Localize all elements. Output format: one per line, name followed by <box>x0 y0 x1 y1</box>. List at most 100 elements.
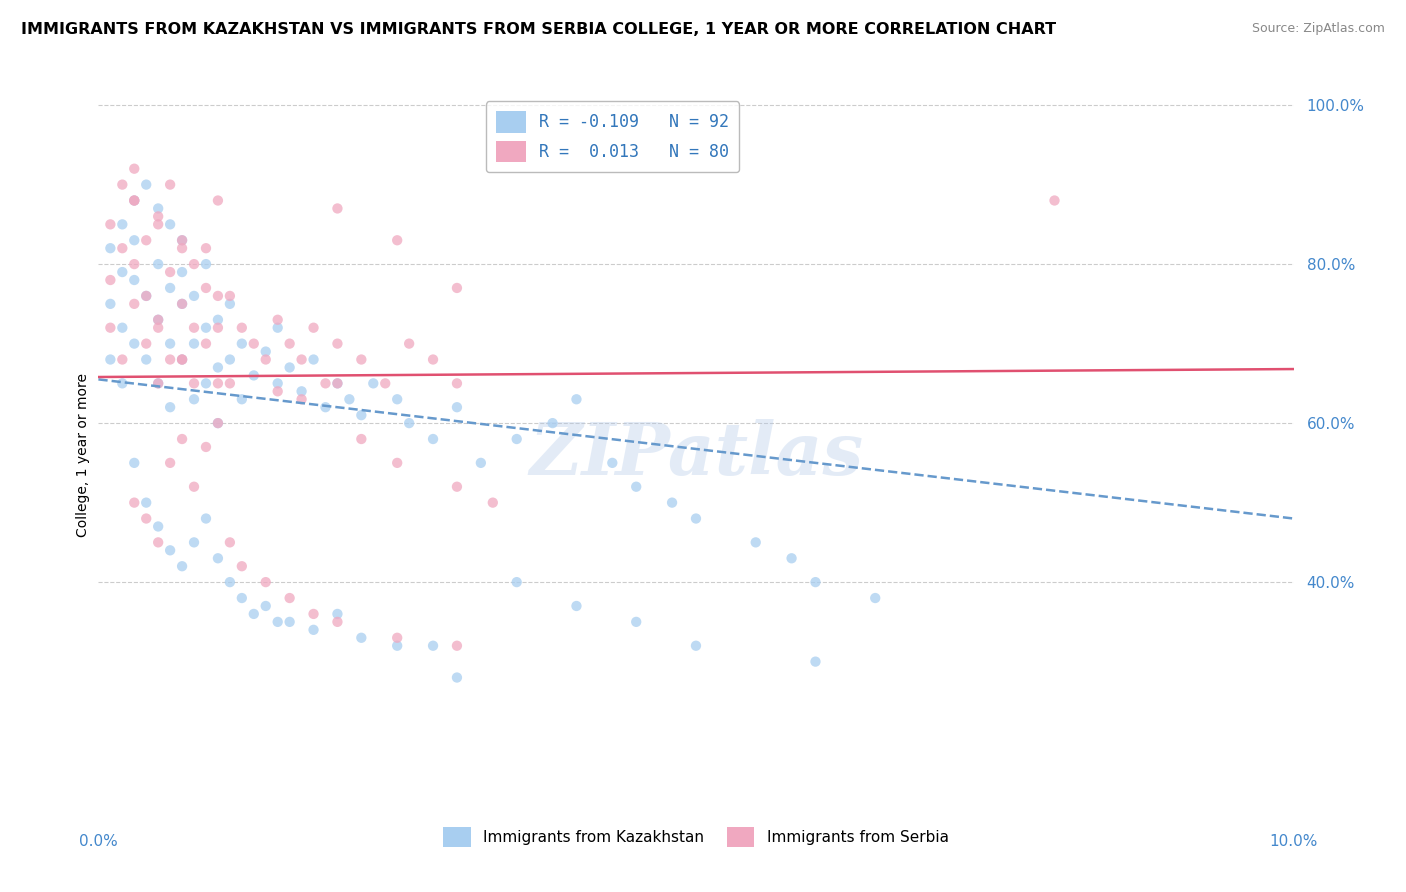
Point <box>207 194 229 208</box>
Point <box>302 352 325 367</box>
Point <box>172 352 194 367</box>
Point <box>326 376 349 391</box>
Point <box>148 312 170 326</box>
Point <box>243 607 266 621</box>
Point <box>446 639 468 653</box>
Point <box>195 320 218 334</box>
Point <box>207 416 229 430</box>
Point <box>243 336 266 351</box>
Point <box>207 416 229 430</box>
Point <box>506 575 529 590</box>
Point <box>219 297 242 311</box>
Point <box>374 376 396 391</box>
Point <box>422 639 444 653</box>
Point <box>124 194 146 208</box>
Point <box>231 591 253 605</box>
Point <box>135 495 157 509</box>
Point <box>111 320 134 334</box>
Point <box>446 401 468 415</box>
Point <box>470 456 492 470</box>
Point <box>278 360 301 375</box>
Point <box>291 392 314 407</box>
Point <box>385 392 409 407</box>
Point <box>183 535 205 549</box>
Text: IMMIGRANTS FROM KAZAKHSTAN VS IMMIGRANTS FROM SERBIA COLLEGE, 1 YEAR OR MORE COR: IMMIGRANTS FROM KAZAKHSTAN VS IMMIGRANTS… <box>21 22 1056 37</box>
Point <box>172 559 194 574</box>
Point <box>302 607 325 621</box>
Text: Source: ZipAtlas.com: Source: ZipAtlas.com <box>1251 22 1385 36</box>
Point <box>159 456 181 470</box>
Point <box>124 297 146 311</box>
Point <box>254 352 277 367</box>
Point <box>148 519 170 533</box>
Point <box>326 202 349 216</box>
Point <box>267 384 290 399</box>
Point <box>159 265 181 279</box>
Point <box>159 218 181 232</box>
Point <box>326 336 349 351</box>
Point <box>124 273 146 287</box>
Point <box>267 320 290 334</box>
Point <box>148 320 170 334</box>
Point <box>135 289 157 303</box>
Point <box>124 161 146 176</box>
Point <box>183 376 205 391</box>
Point <box>183 257 205 271</box>
Point <box>231 559 253 574</box>
Point <box>207 320 229 334</box>
Point <box>315 401 337 415</box>
Point <box>111 241 134 255</box>
Point <box>254 344 277 359</box>
Point <box>111 376 134 391</box>
Point <box>124 194 146 208</box>
Point <box>219 535 242 549</box>
Point <box>363 376 385 391</box>
Point <box>124 495 146 509</box>
Point <box>315 376 337 391</box>
Point <box>219 575 242 590</box>
Point <box>302 320 325 334</box>
Text: ZIPatlas: ZIPatlas <box>529 419 863 491</box>
Point <box>350 432 373 446</box>
Point <box>207 376 229 391</box>
Point <box>385 456 409 470</box>
Point <box>172 432 194 446</box>
Point <box>98 352 122 367</box>
Point <box>135 178 157 192</box>
Point <box>398 416 420 430</box>
Point <box>172 265 194 279</box>
Point <box>267 376 290 391</box>
Point <box>219 352 242 367</box>
Point <box>124 456 146 470</box>
Point <box>422 352 444 367</box>
Point <box>278 615 301 629</box>
Point <box>506 432 529 446</box>
Point <box>124 233 146 247</box>
Point <box>602 456 624 470</box>
Point <box>98 218 122 232</box>
Point <box>254 575 277 590</box>
Point <box>195 257 218 271</box>
Point <box>339 392 361 407</box>
Point <box>111 218 134 232</box>
Point <box>195 281 218 295</box>
Point <box>446 376 468 391</box>
Point <box>326 615 349 629</box>
Point <box>291 352 314 367</box>
Point <box>183 320 205 334</box>
Point <box>541 416 564 430</box>
Point <box>124 194 146 208</box>
Point <box>172 297 194 311</box>
Point <box>135 336 157 351</box>
Point <box>195 336 218 351</box>
Point <box>124 257 146 271</box>
Point <box>446 671 468 685</box>
Point <box>135 289 157 303</box>
Point <box>231 320 253 334</box>
Point <box>159 401 181 415</box>
Point <box>231 336 253 351</box>
Point <box>302 623 325 637</box>
Point <box>111 178 134 192</box>
Point <box>804 575 827 590</box>
Point <box>267 615 290 629</box>
